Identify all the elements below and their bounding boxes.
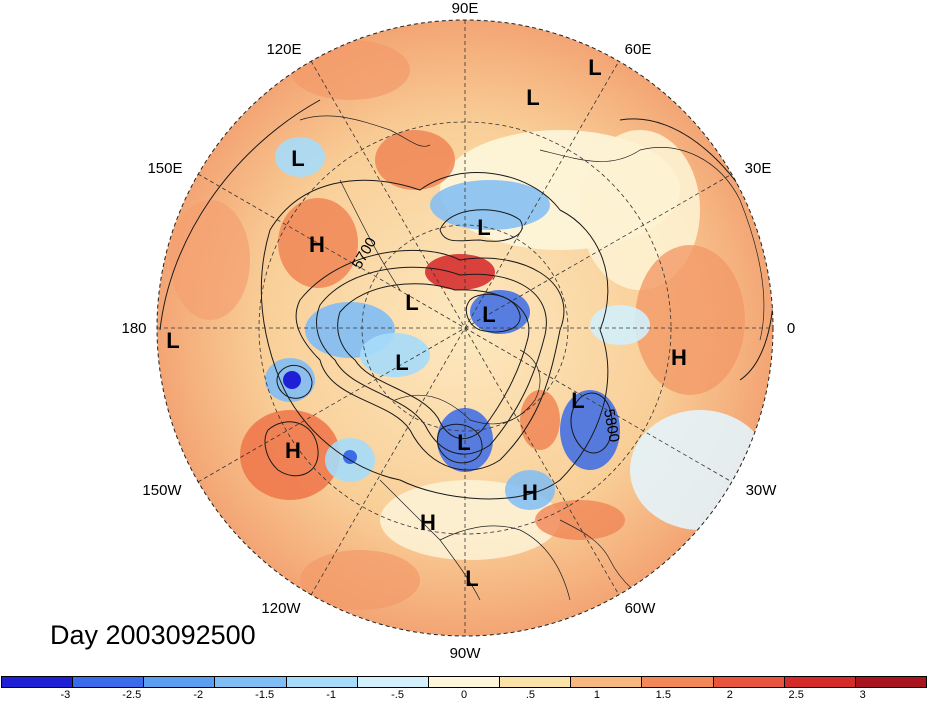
colorbar-tick-label: 1.5 bbox=[655, 689, 671, 701]
high-pressure-marker: H bbox=[671, 345, 687, 370]
lon-label-90e: 90E bbox=[452, 0, 479, 17]
lon-label-120e: 120E bbox=[266, 41, 301, 58]
colorbar-tick-label: -.5 bbox=[391, 689, 404, 701]
colorbar-swatch bbox=[2, 677, 74, 687]
colorbar-swatch bbox=[357, 677, 429, 687]
colorbar-tick-label: -3 bbox=[60, 689, 71, 701]
colorbar-swatch bbox=[144, 677, 216, 687]
colorbar-tick-label: -2 bbox=[193, 689, 204, 701]
lon-label-150w: 150W bbox=[142, 482, 182, 499]
colorbar-swatch bbox=[713, 677, 785, 687]
colorbar-swatch bbox=[784, 677, 856, 687]
colorbar-tick-label: 3 bbox=[859, 689, 866, 701]
colorbar-labels: -3 -2.5 -2 -1.5 -1 -.5 0 .5 1 1.5 2 2.5 3 bbox=[1, 689, 927, 702]
colorbar-tick-label: -1.5 bbox=[255, 689, 275, 701]
colorbar-swatch bbox=[855, 677, 927, 687]
high-pressure-marker: H bbox=[285, 438, 301, 463]
high-pressure-marker: H bbox=[309, 232, 325, 257]
colorbar-tick-label: 2 bbox=[726, 689, 733, 701]
low-pressure-marker: L bbox=[395, 350, 408, 375]
colorbar-swatch bbox=[642, 677, 714, 687]
date-title: Day 2003092500 bbox=[50, 620, 256, 650]
low-pressure-marker: L bbox=[588, 55, 601, 80]
high-pressure-marker: H bbox=[522, 480, 538, 505]
lon-label-30e: 30E bbox=[745, 160, 772, 177]
colorbar-swatch bbox=[571, 677, 643, 687]
colorbar-tick-label: 0 bbox=[460, 689, 468, 701]
low-pressure-marker: L bbox=[291, 146, 304, 171]
lon-label-150e: 150E bbox=[147, 160, 182, 177]
colorbar bbox=[1, 676, 927, 688]
lon-label-180: 180 bbox=[121, 320, 146, 337]
low-pressure-marker: L bbox=[405, 290, 418, 315]
colorbar-swatch bbox=[215, 677, 287, 687]
colorbar-swatch bbox=[428, 677, 501, 687]
colorbar-swatch bbox=[500, 677, 572, 687]
lon-label-90w: 90W bbox=[450, 645, 482, 662]
colorbar-tick-label: -1 bbox=[326, 689, 336, 701]
anomaly-field bbox=[157, 20, 773, 636]
high-pressure-marker: H bbox=[420, 510, 436, 535]
colorbar-tick-label: .5 bbox=[525, 689, 536, 701]
colorbar-swatch bbox=[73, 677, 145, 687]
colorbar-swatch bbox=[286, 677, 358, 687]
map-boundary bbox=[156, 19, 774, 637]
low-pressure-marker: L bbox=[457, 430, 470, 455]
low-pressure-marker: L bbox=[166, 328, 179, 353]
lon-label-30w: 30W bbox=[746, 482, 778, 499]
low-pressure-marker: L bbox=[477, 215, 490, 240]
colorbar-tick-label: -2.5 bbox=[122, 689, 142, 701]
low-pressure-marker: L bbox=[482, 302, 495, 327]
lon-label-60e: 60E bbox=[625, 41, 652, 58]
lon-label-60w: 60W bbox=[625, 600, 657, 617]
lon-label-120w: 120W bbox=[261, 600, 301, 617]
low-pressure-marker: L bbox=[465, 566, 478, 591]
low-pressure-marker: L bbox=[526, 85, 539, 110]
contour-label: 5800 bbox=[600, 408, 623, 444]
low-pressure-marker: L bbox=[571, 388, 584, 413]
colorbar-tick-label: 1 bbox=[593, 689, 600, 701]
colorbar-tick-label: 2.5 bbox=[788, 689, 804, 701]
lon-label-0: 0 bbox=[787, 320, 795, 337]
